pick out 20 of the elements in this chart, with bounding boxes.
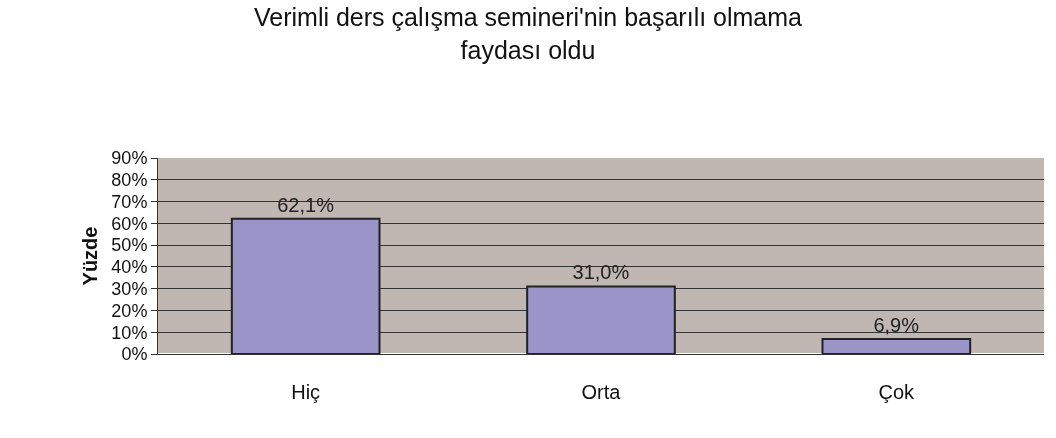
y-tick-label: 60%: [111, 213, 148, 234]
data-label: 31,0%: [572, 261, 630, 284]
y-tick-label: 50%: [111, 235, 148, 256]
y-tick-label: 20%: [111, 300, 148, 321]
x-tick-label: Hiç: [291, 381, 321, 403]
data-label: 6,9%: [873, 313, 920, 336]
y-tick-label: 10%: [111, 322, 148, 343]
chart-title: Verimli ders çalışma semineri'nin başarılı olmama faydası oldu: [253, 3, 803, 64]
bar: [821, 337, 972, 354]
y-axis-title: Yüzde: [78, 226, 101, 286]
bar: [526, 285, 676, 354]
x-tick-label: Çok: [878, 381, 916, 403]
bar: [230, 217, 381, 354]
y-tick-label: 30%: [111, 278, 148, 299]
y-tick-label: 70%: [111, 191, 148, 212]
y-tick-label: 0%: [121, 344, 148, 365]
x-tick-label: Orta: [581, 381, 622, 403]
y-tick-label: 80%: [111, 170, 148, 191]
y-tick-label: 90%: [111, 148, 148, 169]
y-tick-label: 40%: [111, 257, 148, 278]
